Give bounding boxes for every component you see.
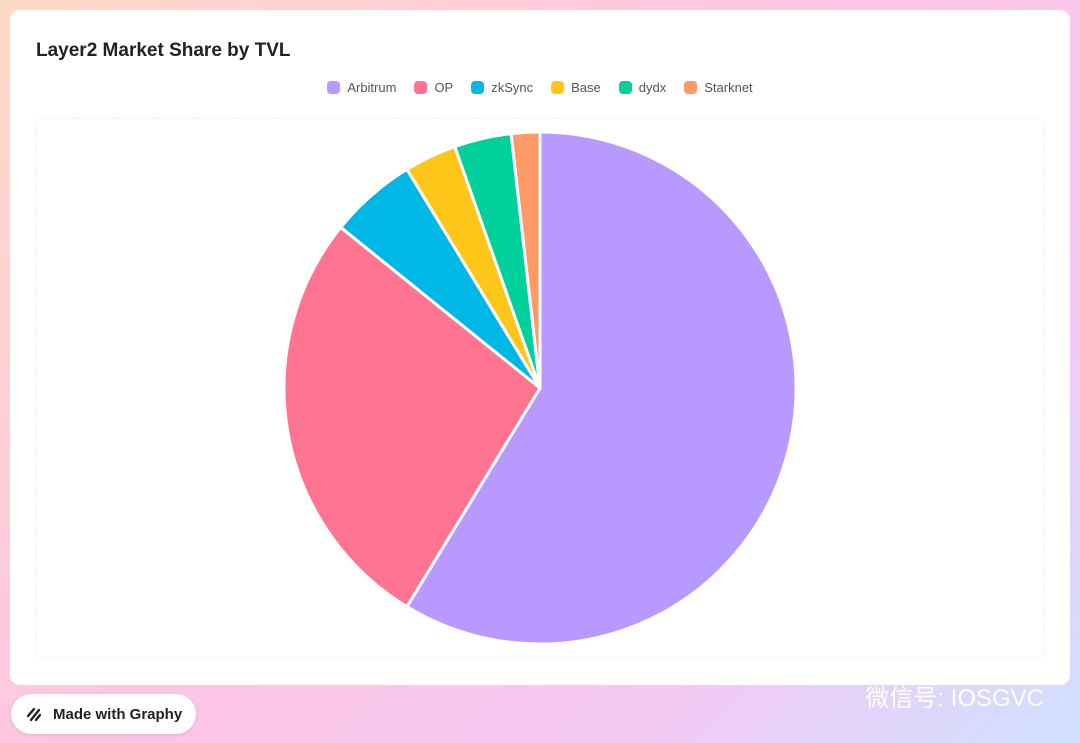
legend-item[interactable]: Arbitrum (327, 80, 396, 95)
legend-swatch (414, 81, 428, 94)
legend-item[interactable]: zkSync (471, 80, 533, 95)
legend-swatch (618, 81, 632, 94)
legend-swatch (471, 81, 485, 94)
chart-title: Layer2 Market Share by TVL (36, 40, 291, 61)
pie-slice (509, 130, 542, 390)
legend-label: Arbitrum (347, 80, 397, 95)
legend-label: zkSync (491, 80, 534, 95)
legend-label: Starknet (704, 80, 753, 95)
legend-item[interactable]: Starknet (684, 80, 753, 95)
plot-area (36, 118, 1044, 658)
legend-item[interactable]: dydx (618, 80, 667, 95)
pie-slice (405, 130, 798, 646)
legend-swatch (684, 81, 698, 94)
legend-swatch (551, 81, 565, 94)
legend-label: Base (571, 80, 601, 95)
legend: Arbitrum OP zkSync Base dydx Starknet (10, 80, 1070, 95)
watermark: 微信号: IOSGVC (865, 685, 1044, 712)
legend-label: OP (434, 80, 454, 95)
pie-slice (282, 225, 542, 609)
badge[interactable]: Made with Graphy (11, 694, 197, 734)
badge-icon (26, 707, 42, 722)
badge-text: Made with Graphy (53, 705, 183, 723)
legend-item[interactable]: OP (414, 80, 453, 95)
legend-item[interactable]: Base (551, 80, 601, 95)
legend-label: dydx (638, 80, 667, 95)
legend-swatch (327, 81, 341, 94)
